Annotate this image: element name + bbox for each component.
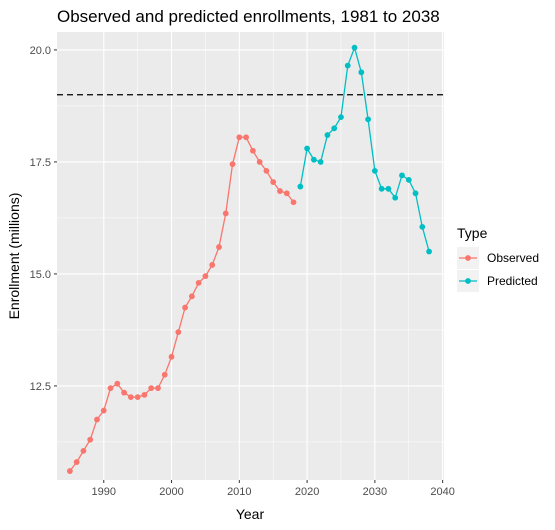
- observed-data-point: [270, 179, 277, 185]
- observed-data-point: [127, 394, 134, 401]
- observed-data-point: [229, 161, 236, 168]
- observed-data-point: [256, 159, 263, 165]
- legend-title: Type: [457, 225, 488, 241]
- predicted-data-point: [304, 145, 310, 152]
- legend-label-predicted: Predicted: [487, 274, 538, 288]
- y-axis-title: Enrollment (millions): [6, 193, 22, 320]
- x-tick-label: 1990: [92, 486, 116, 498]
- observed-data-point: [195, 279, 202, 286]
- predicted-data-point: [365, 116, 371, 123]
- observed-data-point: [249, 147, 256, 154]
- predicted-data-point: [297, 183, 304, 190]
- legend: Type Observed Predicted: [457, 225, 539, 292]
- x-tick-label: 2020: [295, 486, 319, 498]
- predicted-data-point: [344, 62, 351, 69]
- minor-gridlines: [57, 32, 444, 480]
- observed-data-point: [182, 304, 188, 311]
- observed-data-point: [100, 407, 107, 414]
- observed-data-point: [80, 447, 87, 454]
- legend-key-point-observed: [465, 255, 471, 261]
- observed-data-point: [175, 329, 182, 336]
- observed-data-point: [141, 391, 148, 398]
- y-tick-label: 17.5: [30, 157, 51, 169]
- predicted-data-point: [310, 156, 317, 163]
- observed-data-point: [277, 188, 283, 194]
- observed-data-point: [236, 134, 243, 141]
- predicted-data-point: [358, 69, 365, 76]
- predicted-data-point: [405, 176, 412, 183]
- observed-data-point: [121, 389, 127, 396]
- plot-panel: [57, 32, 444, 480]
- observed-data-point: [73, 459, 80, 465]
- y-tick-label: 15.0: [30, 269, 51, 281]
- y-tick-label: 20.0: [30, 45, 51, 57]
- predicted-data-point: [426, 248, 432, 255]
- observed-series-line: [69, 136, 295, 472]
- observed-data-point: [168, 353, 175, 360]
- observed-data-point: [209, 262, 216, 268]
- observed-data-point: [94, 416, 100, 423]
- observed-data-point: [114, 380, 121, 387]
- predicted-data-point: [399, 172, 405, 179]
- axis-ticks: 1990 2000 2010 2020 2030 2040 12.5 15.0 17.5 20.0: [30, 45, 455, 498]
- predicted-data-point: [324, 132, 331, 138]
- y-tick-label: 12.5: [30, 381, 51, 393]
- observed-data-point: [216, 244, 222, 250]
- observed-data-point: [243, 134, 249, 141]
- observed-data-point: [155, 385, 161, 392]
- legend-label-observed: Observed: [487, 251, 539, 265]
- observed-data-point: [107, 385, 114, 392]
- x-tick-label: 2040: [430, 486, 454, 498]
- observed-data-point: [202, 273, 209, 280]
- observed-data-point: [134, 394, 141, 401]
- observed-data-point: [290, 199, 297, 206]
- observed-data-point: [148, 385, 155, 392]
- observed-data-point: [188, 293, 195, 300]
- major-gridlines: [57, 32, 444, 480]
- observed-data-point: [263, 167, 270, 174]
- predicted-data-point: [351, 44, 358, 51]
- observed-data-point: [66, 468, 73, 474]
- predicted-data-point: [338, 114, 344, 121]
- chart-title: Observed and predicted enrollments, 1981…: [57, 7, 440, 26]
- legend-keys: Observed Predicted: [457, 247, 539, 292]
- observed-data-point: [161, 371, 168, 378]
- predicted-data-point: [412, 190, 419, 197]
- observed-data-point: [283, 190, 290, 197]
- predicted-data-point: [371, 167, 378, 174]
- observed-data-point: [87, 436, 94, 443]
- x-tick-label: 2010: [227, 486, 251, 498]
- x-tick-label: 2000: [159, 486, 183, 498]
- predicted-data-point: [317, 159, 324, 165]
- predicted-data-point: [419, 223, 426, 230]
- observed-data-point: [222, 210, 229, 217]
- legend-key-point-predicted: [465, 278, 471, 284]
- series-layer: [66, 44, 432, 474]
- predicted-data-point: [385, 185, 392, 192]
- predicted-data-point: [392, 194, 399, 201]
- x-tick-label: 2030: [363, 486, 387, 498]
- predicted-data-point: [378, 185, 385, 192]
- predicted-data-point: [331, 125, 338, 132]
- x-axis-title: Year: [236, 506, 265, 522]
